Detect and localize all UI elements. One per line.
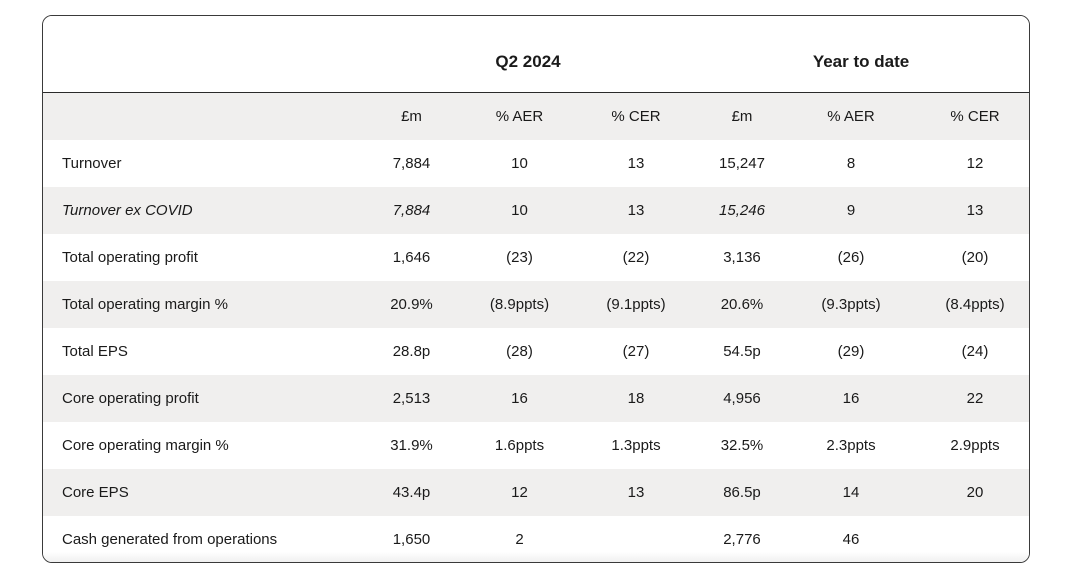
table-cell: (8.4ppts)	[945, 296, 1005, 313]
table-cell: (9.3ppts)	[821, 296, 881, 313]
table-cell: 12	[511, 484, 528, 501]
row-label: Total operating profit	[62, 249, 198, 266]
table-cell: 15,246	[719, 202, 765, 219]
table-cell: 43.4p	[392, 484, 431, 501]
table-row: Total operating profit 1,646 (23) (22) 3…	[43, 234, 1029, 281]
column-group-header: Q2 2024 Year to date	[43, 16, 1029, 93]
row-label: Core EPS	[62, 484, 129, 501]
table-cell	[571, 516, 701, 562]
table-cell: 20	[966, 484, 984, 501]
table-cell: 9	[846, 202, 856, 219]
row-label: Total EPS	[62, 343, 128, 360]
table-cell: 22	[966, 390, 984, 407]
table-cell: 46	[842, 531, 860, 548]
table-cell: 10	[511, 202, 528, 219]
table-cell: (22)	[622, 249, 650, 266]
table-cell: 2.9ppts	[950, 437, 1000, 454]
table-cell: 2,776	[723, 531, 761, 548]
table-cell: 20.6%	[720, 296, 764, 313]
table-cell: 12	[966, 155, 984, 172]
table-cell: (27)	[622, 343, 650, 360]
row-label: Core operating profit	[62, 390, 199, 407]
column-header: % CER	[950, 108, 1000, 125]
table-cell: 18	[627, 390, 645, 407]
table-cell: 4,956	[723, 390, 761, 407]
table-cell: (20)	[961, 249, 989, 266]
table-cell: 1,646	[392, 249, 431, 266]
table-cell: (23)	[506, 249, 533, 266]
column-header-row: £m % AER % CER £m % AER % CER	[43, 93, 1029, 140]
row-label: Core operating margin %	[62, 437, 229, 454]
table-cell: (9.1ppts)	[606, 296, 666, 313]
table-cell: 13	[966, 202, 984, 219]
row-label: Total operating margin %	[62, 296, 228, 313]
table-cell: 8	[846, 155, 856, 172]
group-label-q2: Q2 2024	[495, 52, 561, 71]
table-row: Cash generated from operations 1,650 2 2…	[43, 516, 1029, 562]
table-cell: 32.5%	[720, 437, 764, 454]
row-label: Turnover ex COVID	[62, 202, 193, 219]
row-label: Cash generated from operations	[62, 531, 278, 548]
table-row: Total operating margin % 20.9% (8.9ppts)…	[43, 281, 1029, 328]
table-cell: (29)	[837, 343, 865, 360]
table-cell: 2,513	[392, 390, 431, 407]
column-header: % AER	[827, 108, 875, 125]
table-cell: 1.3ppts	[611, 437, 661, 454]
table-row: Turnover 7,884 10 13 15,247 8 12	[43, 140, 1029, 187]
table-cell: 1,650	[392, 531, 431, 548]
table-cell: 15,247	[719, 155, 765, 172]
table-row: Core operating margin % 31.9% 1.6ppts 1.…	[43, 422, 1029, 469]
column-header: £m	[731, 108, 753, 125]
table-cell: 13	[627, 155, 645, 172]
column-header: % AER	[495, 108, 544, 125]
table-cell: (26)	[837, 249, 865, 266]
table-cell: 31.9%	[390, 437, 433, 454]
table-row: Core EPS 43.4p 12 13 86.5p 14 20	[43, 469, 1029, 516]
table-row: Total EPS 28.8p (28) (27) 54.5p (29) (24…	[43, 328, 1029, 375]
table-cell: (28)	[506, 343, 533, 360]
results-table-container: Q2 2024 Year to date £m % AER % CER £m %…	[42, 15, 1030, 563]
table-cell: 54.5p	[723, 343, 761, 360]
table-cell: 10	[511, 155, 528, 172]
table-cell: 13	[627, 484, 645, 501]
table-cell: 2.3ppts	[826, 437, 876, 454]
table-cell: 86.5p	[723, 484, 761, 501]
column-header-label	[43, 93, 355, 140]
table-row: Turnover ex COVID 7,884 10 13 15,246 9 1…	[43, 187, 1029, 234]
table-cell: 7,884	[392, 155, 431, 172]
column-header: £m	[401, 108, 422, 125]
group-label-ytd: Year to date	[812, 52, 910, 71]
table-cell: 3,136	[723, 249, 761, 266]
table-cell: (8.9ppts)	[489, 296, 550, 313]
table-cell: 16	[842, 390, 860, 407]
table-cell: 28.8p	[392, 343, 431, 360]
table-cell: 2	[515, 531, 524, 548]
table-cell: 1.6ppts	[494, 437, 545, 454]
column-header: % CER	[611, 108, 661, 125]
table-cell: 16	[511, 390, 528, 407]
table-cell: 20.9%	[390, 296, 433, 313]
table-cell: 14	[842, 484, 860, 501]
table-cell: (24)	[961, 343, 989, 360]
results-table: £m % AER % CER £m % AER % CER Turnover 7…	[43, 93, 1029, 562]
table-row: Core operating profit 2,513 16 18 4,956 …	[43, 375, 1029, 422]
table-cell: 13	[627, 202, 645, 219]
table-cell: 7,884	[392, 202, 431, 219]
row-label: Turnover	[62, 155, 122, 172]
table-cell	[919, 516, 1029, 562]
